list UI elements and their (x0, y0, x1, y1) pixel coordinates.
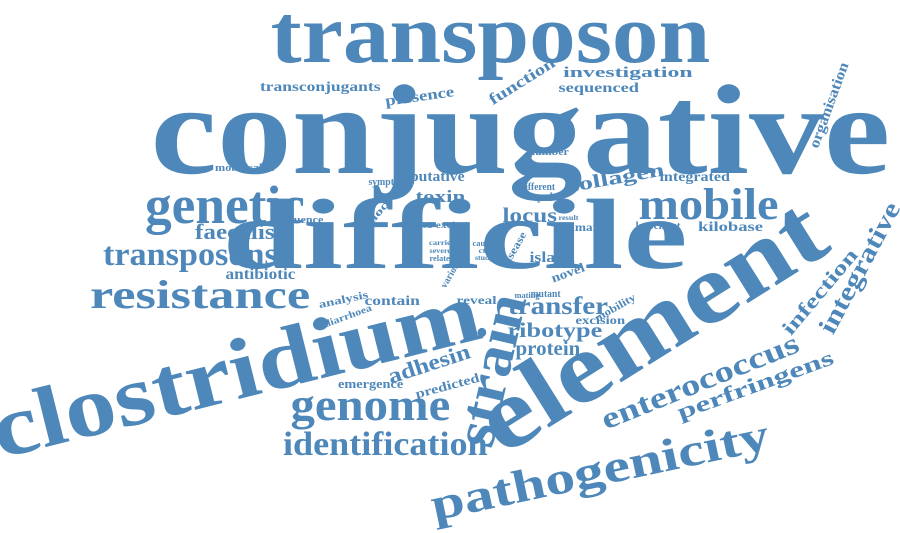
word-integrated: integrated (659, 171, 730, 185)
word-mobilisable: mobilisable (215, 163, 275, 174)
word-carrie: carrie (429, 240, 451, 247)
word-knockout: knockout (635, 222, 680, 232)
word-kilobase: kilobase (697, 221, 762, 235)
word-investigation: investigation (563, 66, 692, 81)
word-sequence: sequence (277, 216, 323, 226)
word-identification: identification (283, 428, 488, 462)
word-putative: putative (410, 170, 464, 185)
word-excise: excise (435, 221, 464, 230)
word-sequenced: sequenced (558, 82, 639, 96)
word-faecalis: faecalis (195, 221, 275, 243)
word-human: human (560, 221, 600, 233)
word-limited: limited (404, 222, 432, 230)
word-symptom: symptom (368, 178, 406, 188)
word-capable: capable (525, 193, 565, 203)
word-antibiotic: antibiotic (225, 267, 295, 283)
word-locus: locus (503, 205, 557, 226)
word-protein: protein (516, 339, 581, 359)
word-study: study (475, 255, 493, 262)
word-reveal: reveal (456, 294, 496, 306)
word-toxin: toxin (415, 188, 465, 205)
word-number: number (528, 147, 568, 158)
word-emergence: emergence (337, 377, 402, 390)
word-result: result (558, 215, 578, 222)
word-transconjugants: transconjugants (260, 81, 381, 95)
word-contain: contain (364, 295, 419, 309)
